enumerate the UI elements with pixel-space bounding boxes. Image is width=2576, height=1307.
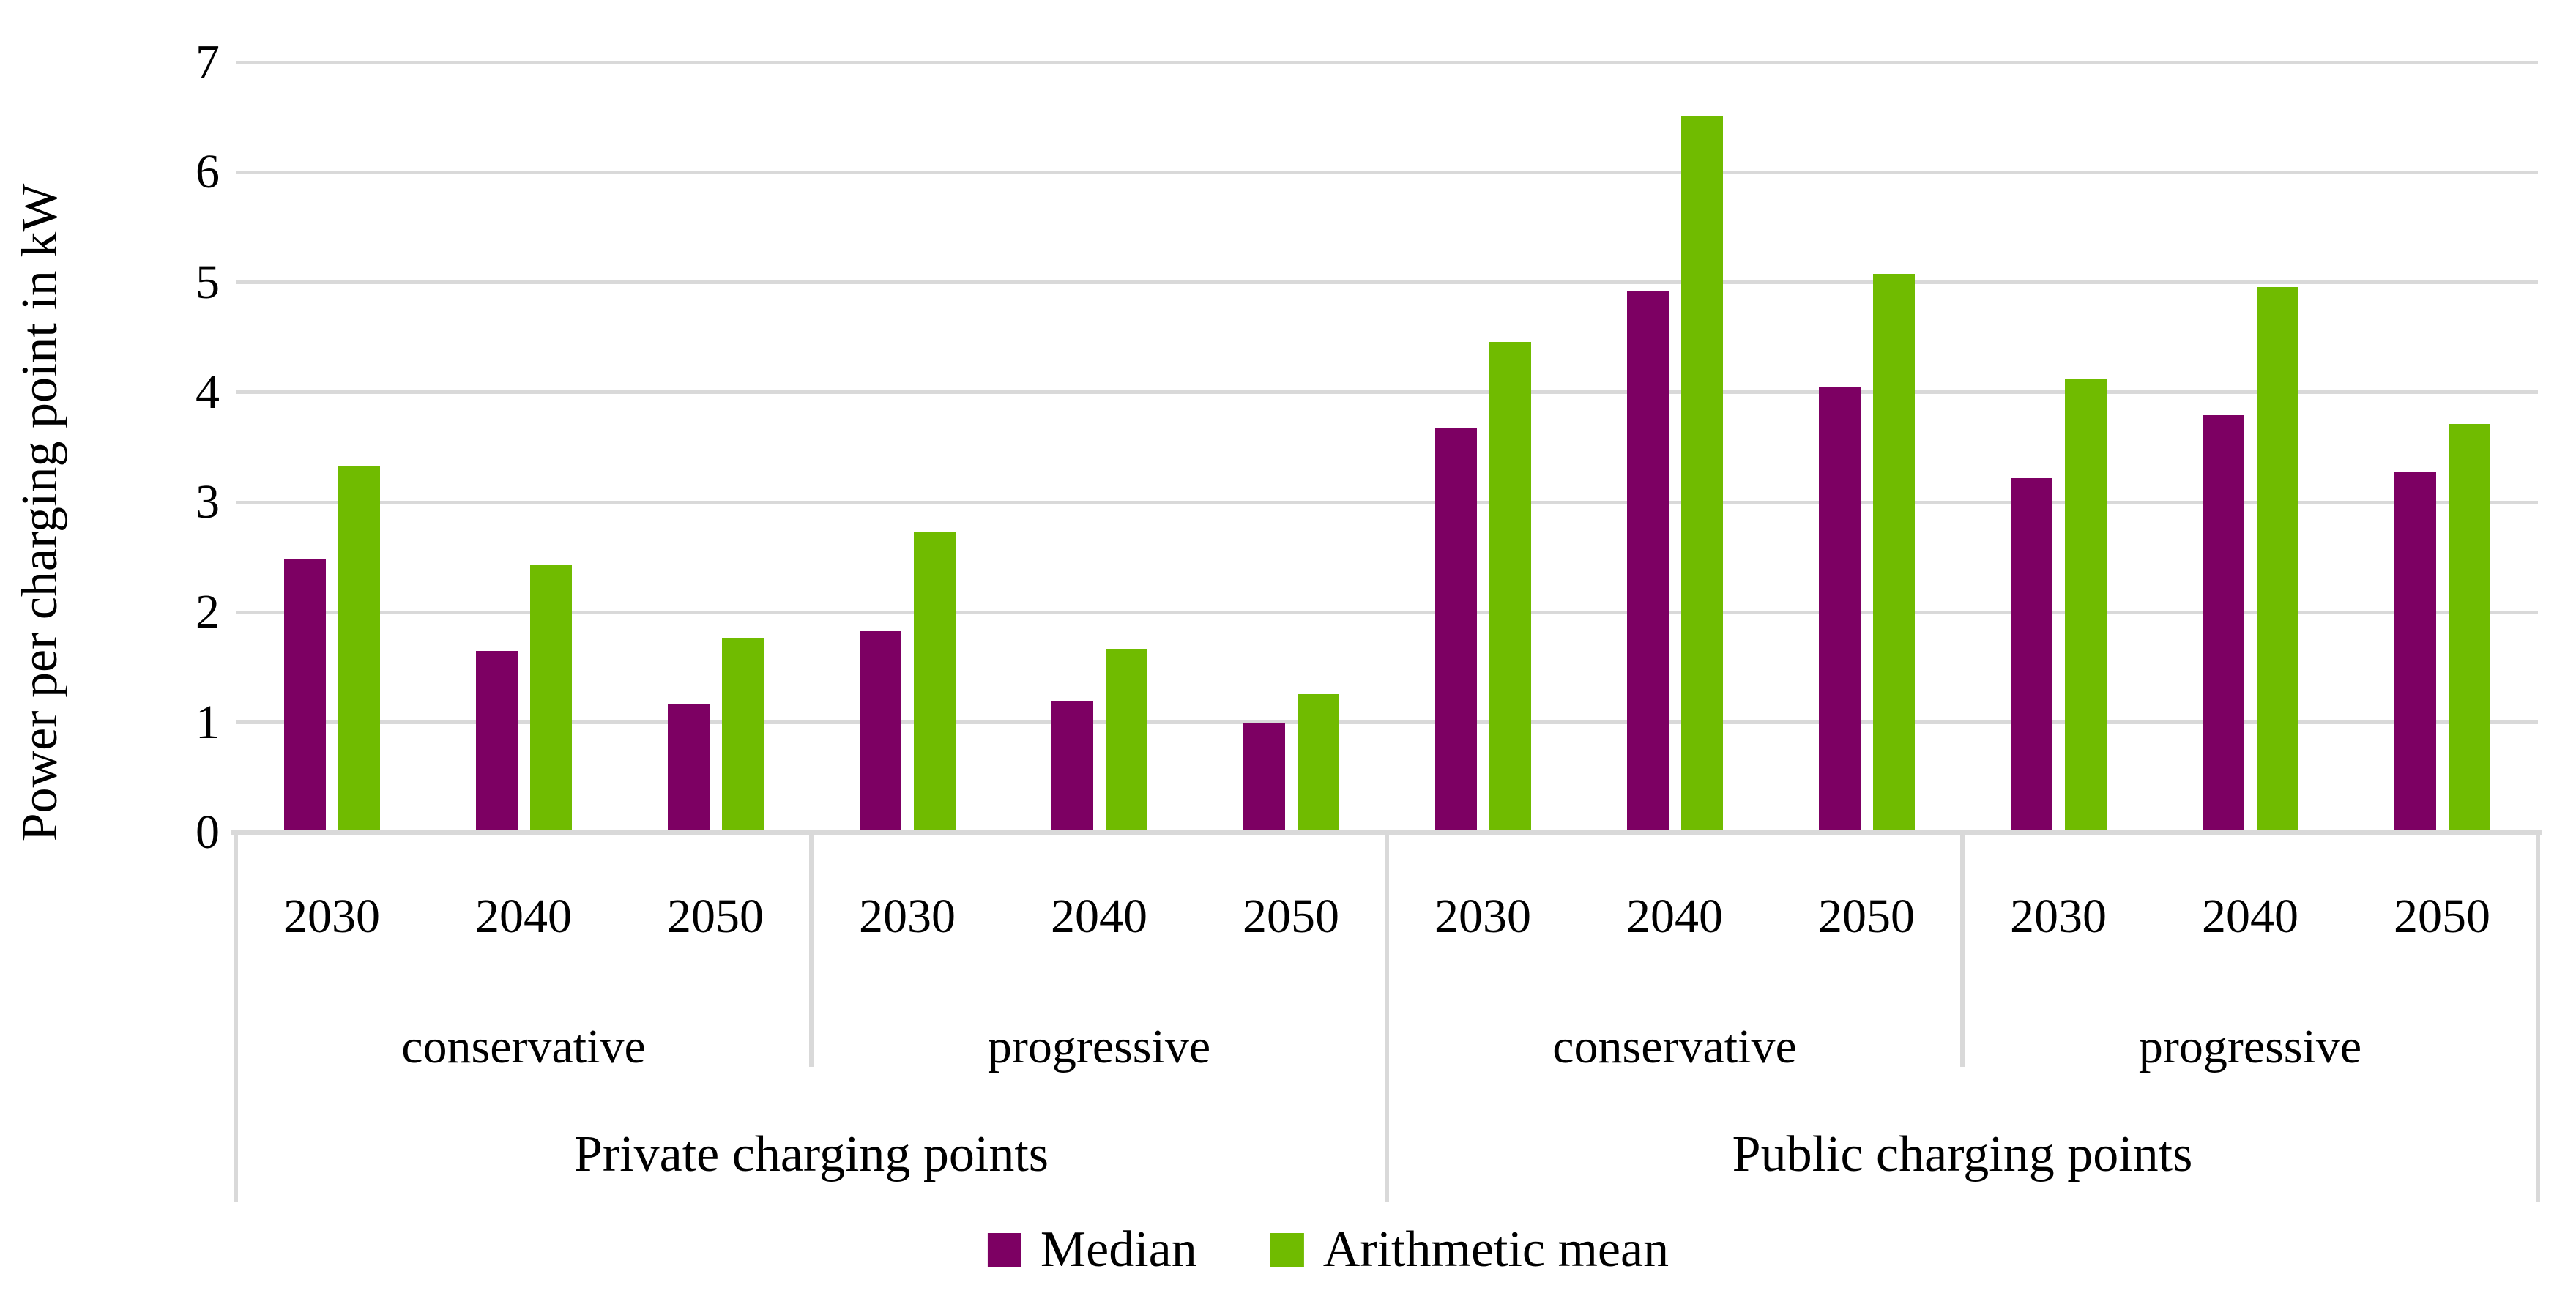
category-divider — [2536, 833, 2540, 1202]
gridline-y-7 — [236, 60, 2538, 64]
bar-mean-4 — [1105, 649, 1147, 833]
y-tick-label-2: 2 — [196, 585, 220, 639]
gridline-y-6 — [236, 170, 2538, 174]
x-year-label-0: 2030 — [283, 890, 380, 943]
x-year-label-8: 2050 — [1818, 890, 1915, 943]
y-tick-label-7: 7 — [196, 35, 220, 89]
x-scenario-label-1: progressive — [987, 1020, 1211, 1073]
bar-mean-9 — [2064, 379, 2107, 833]
bar-mean-7 — [1680, 116, 1723, 833]
bar-mean-10 — [2256, 286, 2298, 833]
x-year-label-6: 2030 — [1434, 890, 1531, 943]
legend-item-1: Arithmetic mean — [1270, 1224, 1669, 1276]
x-year-label-2: 2050 — [667, 890, 764, 943]
gridline-y-3 — [236, 500, 2538, 504]
y-tick-label-0: 0 — [196, 805, 220, 859]
x-year-label-3: 2030 — [859, 890, 956, 943]
legend: Median Arithmetic mean — [987, 1221, 1669, 1278]
plot-area — [236, 60, 2538, 833]
bar-mean-6 — [1489, 341, 1531, 833]
bar-mean-8 — [1872, 273, 1915, 833]
bar-mean-1 — [529, 565, 572, 833]
legend-swatch-1 — [1270, 1233, 1304, 1267]
x-year-label-5: 2050 — [1243, 890, 1339, 943]
gridline-y-4 — [236, 390, 2538, 395]
x-year-label-1: 2040 — [475, 890, 572, 943]
bar-mean-11 — [2448, 424, 2490, 833]
gridline-y-5 — [236, 280, 2538, 285]
legend-swatch-0 — [987, 1233, 1021, 1267]
bar-median-0 — [283, 559, 326, 833]
bar-median-7 — [1626, 291, 1669, 833]
legend-label-0: Median — [1040, 1221, 1197, 1278]
gridline-y-2 — [236, 610, 2538, 614]
bar-median-3 — [859, 630, 901, 833]
bar-median-6 — [1434, 428, 1477, 833]
bar-median-5 — [1243, 722, 1285, 833]
bar-mean-5 — [1297, 693, 1339, 833]
x-scenario-label-3: progressive — [2138, 1020, 2362, 1073]
x-year-label-4: 2040 — [1051, 890, 1147, 943]
x-scenario-label-2: conservative — [1552, 1020, 1797, 1073]
bar-mean-3 — [913, 532, 956, 833]
x-year-label-9: 2030 — [2010, 890, 2107, 943]
gridline-y-1 — [236, 720, 2538, 725]
category-divider — [1960, 833, 1965, 1067]
bar-median-10 — [2202, 415, 2244, 833]
x-year-label-11: 2050 — [2394, 890, 2490, 943]
bar-mean-2 — [721, 638, 764, 833]
bar-median-2 — [667, 704, 710, 833]
x-year-label-10: 2040 — [2202, 890, 2298, 943]
bar-median-4 — [1051, 700, 1093, 833]
bar-mean-0 — [338, 466, 380, 833]
x-scenario-label-0: conservative — [401, 1020, 646, 1073]
x-group-label-0: Private charging points — [573, 1126, 1049, 1183]
x-year-label-7: 2040 — [1626, 890, 1723, 943]
x-group-label-1: Public charging points — [1732, 1126, 2193, 1183]
y-tick-label-4: 4 — [196, 365, 220, 419]
bar-median-8 — [1818, 387, 1861, 833]
bar-median-1 — [475, 651, 518, 833]
legend-item-0: Median — [987, 1221, 1197, 1278]
y-tick-label-5: 5 — [196, 255, 220, 309]
legend-label-1: Arithmetic mean — [1322, 1221, 1669, 1278]
y-tick-label-3: 3 — [196, 475, 220, 529]
y-tick-label-1: 1 — [196, 695, 220, 749]
y-tick-label-6: 6 — [196, 145, 220, 199]
category-divider — [1385, 833, 1389, 1202]
bar-median-9 — [2010, 478, 2052, 833]
category-divider — [234, 833, 238, 1202]
y-axis-title: Power per charging point in kW — [12, 183, 68, 842]
bar-median-11 — [2394, 472, 2436, 833]
category-divider — [809, 833, 814, 1067]
